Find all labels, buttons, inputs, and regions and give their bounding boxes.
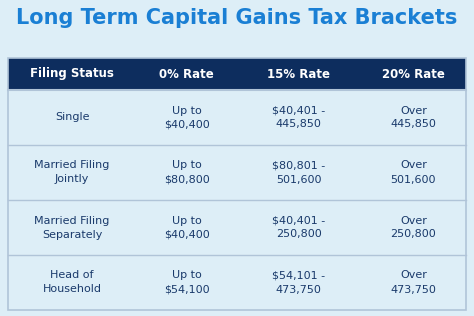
Bar <box>8 90 466 145</box>
Text: Filing Status: Filing Status <box>30 68 114 81</box>
Text: 15% Rate: 15% Rate <box>267 68 330 81</box>
Text: Up to
$40,400: Up to $40,400 <box>164 106 210 130</box>
Text: Head of
Household: Head of Household <box>43 270 101 295</box>
Text: Long Term Capital Gains Tax Brackets: Long Term Capital Gains Tax Brackets <box>16 8 458 28</box>
Text: Up to
$80,800: Up to $80,800 <box>164 161 210 185</box>
Text: Over
445,850: Over 445,850 <box>391 106 436 130</box>
Bar <box>8 58 466 90</box>
Text: Up to
$40,400: Up to $40,400 <box>164 216 210 240</box>
Text: Up to
$54,100: Up to $54,100 <box>164 270 210 295</box>
Text: Over
250,800: Over 250,800 <box>391 216 436 240</box>
Bar <box>8 145 466 200</box>
Text: 0% Rate: 0% Rate <box>159 68 214 81</box>
Text: Over
473,750: Over 473,750 <box>391 270 436 295</box>
Text: $40,401 -
445,850: $40,401 - 445,850 <box>272 106 326 130</box>
Text: $40,401 -
250,800: $40,401 - 250,800 <box>272 216 326 240</box>
Bar <box>8 200 466 255</box>
Bar <box>8 58 466 310</box>
Text: Over
501,600: Over 501,600 <box>391 161 436 185</box>
Text: Married Filing
Jointly: Married Filing Jointly <box>35 161 110 185</box>
Text: Single: Single <box>55 112 90 123</box>
Text: 20% Rate: 20% Rate <box>382 68 445 81</box>
Text: $54,101 -
473,750: $54,101 - 473,750 <box>272 270 325 295</box>
Bar <box>8 255 466 310</box>
Text: $80,801 -
501,600: $80,801 - 501,600 <box>272 161 326 185</box>
Text: Married Filing
Separately: Married Filing Separately <box>35 216 110 240</box>
